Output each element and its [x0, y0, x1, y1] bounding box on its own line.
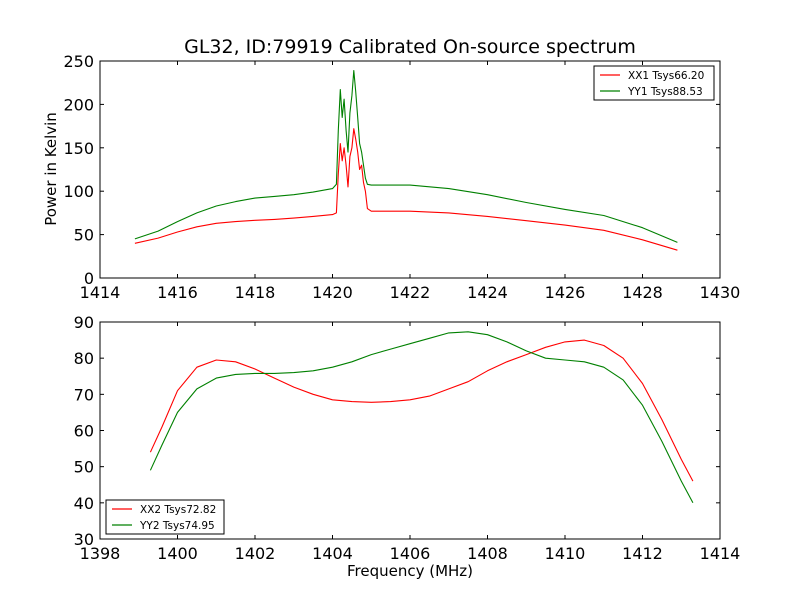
- chart-title: GL32, ID:79919 Calibrated On-source spec…: [184, 36, 636, 58]
- bottom-x-tick-label: 1398: [80, 544, 121, 563]
- top-x-tick-label: 1430: [700, 283, 741, 302]
- top-y-tick-label: 100: [63, 182, 94, 201]
- top-x-tick-label: 1424: [467, 283, 508, 302]
- top-y-tick-label: 50: [74, 226, 94, 245]
- bottom-x-tick-label: 1410: [545, 544, 586, 563]
- top-x-tick-label: 1420: [312, 283, 353, 302]
- top-x-tick-label: 1422: [390, 283, 431, 302]
- top-legend: XX1 Tsys66.20 YY1 Tsys88.53: [593, 65, 715, 101]
- top-x-tick-label: 1416: [157, 283, 198, 302]
- bottom-y-tick-label: 60: [74, 422, 94, 441]
- bottom-legend: XX2 Tsys72.82 YY2 Tsys74.95: [105, 499, 225, 535]
- bottom-y-tick-label: 30: [74, 530, 94, 549]
- top-y-tick-label: 250: [63, 52, 94, 71]
- top-y-tick-label: 200: [63, 95, 94, 114]
- bottom-x-tick-label: 1412: [622, 544, 663, 563]
- bottom-y-tick-label: 90: [74, 313, 94, 332]
- bottom-plot: 1398 1400 1402 1404 1406 1408 1410 1412 1414 30 40…: [74, 313, 741, 563]
- bottom-y-tick-label: 50: [74, 458, 94, 477]
- top-y-axis-label: Power in Kelvin: [42, 112, 60, 226]
- top-plot: 1414 1416 1418 1420 1422 1424 1426 1428 1430 0 50 1…: [63, 52, 740, 302]
- bottom-series-2-line: [149, 331, 694, 504]
- bottom-x-tick-label: 1408: [467, 544, 508, 563]
- bottom-y-tick-label: 80: [74, 349, 94, 368]
- bottom-y-tick-label: 40: [74, 494, 94, 513]
- top-y-tick-label: 150: [63, 139, 94, 158]
- top-legend-label-1: XX1 Tsys66.20: [628, 70, 704, 82]
- bottom-x-tick-label: 1406: [390, 544, 431, 563]
- bottom-series-1-line: [149, 339, 694, 482]
- bottom-x-tick-label: 1414: [700, 544, 741, 563]
- bottom-x-tick-label: 1402: [235, 544, 276, 563]
- top-legend-box: [593, 65, 715, 101]
- top-legend-label-2: YY1 Tsys88.53: [627, 86, 703, 98]
- bottom-legend-label-2: YY2 Tsys74.95: [139, 520, 215, 532]
- top-x-tick-label: 1428: [622, 283, 663, 302]
- bottom-x-axis-label: Frequency (MHz): [347, 562, 473, 580]
- top-x-tick-label: 1426: [545, 283, 586, 302]
- bottom-x-tick-label: 1400: [157, 544, 198, 563]
- top-series-1-line: [134, 128, 678, 251]
- top-x-tick-label: 1414: [80, 283, 121, 302]
- bottom-x-tick-label: 1404: [312, 544, 353, 563]
- bottom-legend-label-1: XX2 Tsys72.82: [140, 504, 216, 516]
- bottom-legend-box: [105, 499, 225, 535]
- bottom-y-tick-label: 70: [74, 385, 94, 404]
- top-x-tick-label: 1418: [235, 283, 276, 302]
- top-series-2-line: [134, 69, 678, 243]
- top-y-tick-label: 0: [84, 269, 94, 288]
